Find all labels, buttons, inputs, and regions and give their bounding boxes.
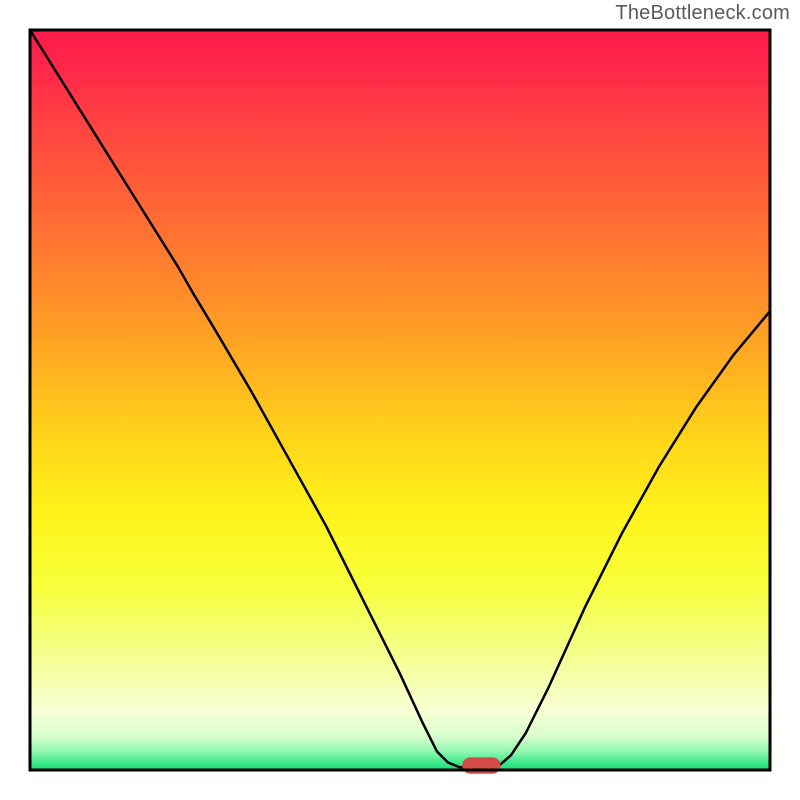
watermark-text: TheBottleneck.com xyxy=(615,2,790,25)
bottleneck-chart xyxy=(0,0,800,800)
plot-gradient-background xyxy=(30,30,770,770)
